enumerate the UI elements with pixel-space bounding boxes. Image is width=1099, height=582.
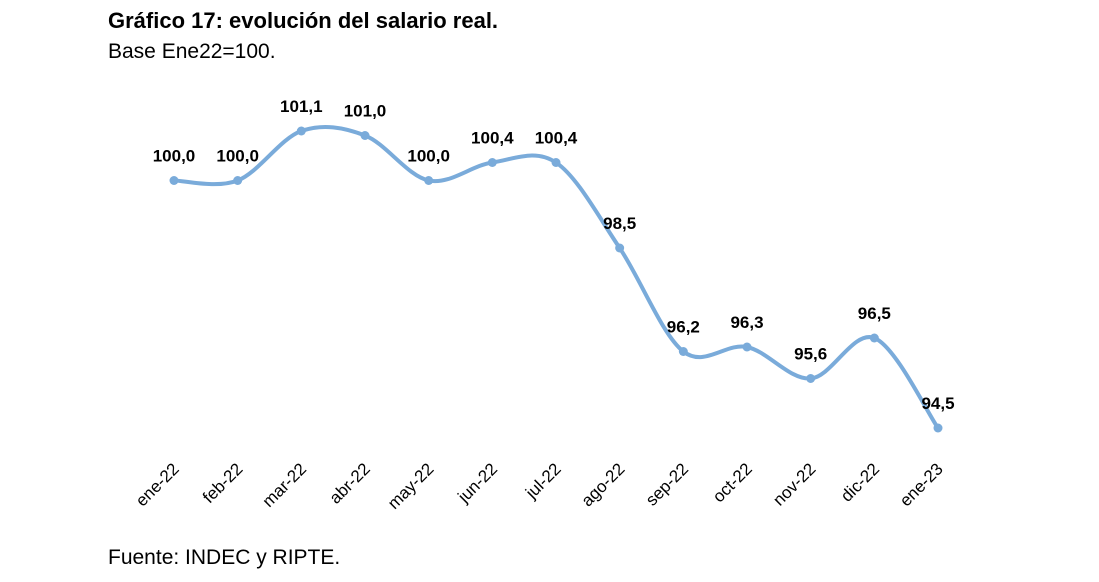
data-label: 96,2 bbox=[667, 318, 700, 337]
series-group bbox=[172, 125, 940, 430]
points-group bbox=[169, 126, 943, 433]
data-point bbox=[360, 131, 370, 140]
x-tick-label: ene-23 bbox=[896, 459, 947, 510]
series-line bbox=[172, 125, 940, 430]
data-point bbox=[615, 243, 625, 253]
x-tick-label: oct-22 bbox=[709, 459, 756, 506]
x-tick-labels-group: ene-22 feb-22 mar-22 abr-22 may-22 jun-22 jul-… bbox=[132, 459, 947, 513]
data-label: 100,0 bbox=[153, 147, 196, 166]
x-tick-label: may-22 bbox=[384, 459, 438, 513]
data-point bbox=[933, 423, 943, 433]
data-point bbox=[551, 158, 561, 167]
data-label: 100,0 bbox=[216, 147, 259, 166]
data-point bbox=[742, 342, 752, 352]
data-point bbox=[869, 333, 879, 343]
data-label: 95,6 bbox=[794, 345, 827, 364]
data-point bbox=[806, 374, 816, 383]
x-tick-label: nov-22 bbox=[769, 459, 819, 509]
chart-source: Fuente: INDEC y RIPTE. bbox=[108, 546, 341, 569]
x-tick-label: ene-22 bbox=[132, 459, 183, 510]
data-point bbox=[487, 158, 497, 167]
x-tick-label: sep-22 bbox=[642, 459, 692, 509]
data-label: 100,4 bbox=[535, 129, 578, 148]
x-tick-label: mar-22 bbox=[259, 459, 311, 511]
x-tick-label: ago-22 bbox=[578, 459, 629, 510]
data-point bbox=[296, 126, 306, 136]
data-point bbox=[233, 176, 243, 185]
chart-title: Gráfico 17: evolución del salario real. bbox=[108, 8, 499, 33]
data-point bbox=[678, 347, 688, 356]
data-point bbox=[424, 176, 434, 185]
data-label: 98,5 bbox=[603, 214, 636, 233]
x-tick-label: abr-22 bbox=[326, 459, 374, 507]
chart-subtitle: Base Ene22=100. bbox=[108, 40, 276, 63]
data-label: 100,4 bbox=[471, 129, 514, 148]
data-point bbox=[169, 176, 179, 185]
x-tick-label: dic-22 bbox=[837, 459, 883, 505]
x-tick-label: jul-22 bbox=[521, 459, 565, 503]
data-labels-group: 100,0 100,0 101,1 101,0 100,0 100,4 100,4 98,5 9… bbox=[153, 97, 955, 413]
data-label: 94,5 bbox=[921, 394, 954, 413]
data-label: 100,0 bbox=[407, 147, 450, 166]
data-label: 101,1 bbox=[280, 97, 323, 116]
data-label: 101,0 bbox=[344, 102, 387, 121]
data-label: 96,5 bbox=[858, 304, 891, 323]
data-label: 96,3 bbox=[730, 313, 763, 332]
x-tick-label: feb-22 bbox=[199, 459, 247, 507]
x-tick-label: jun-22 bbox=[454, 459, 502, 507]
